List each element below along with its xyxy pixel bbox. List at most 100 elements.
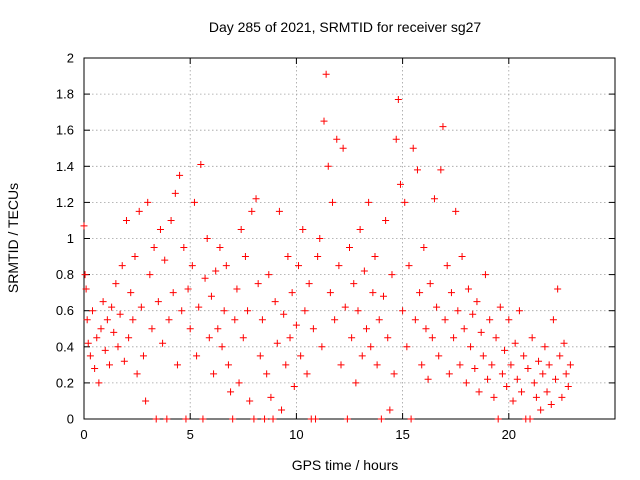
data-point (318, 343, 326, 351)
chart-title: Day 285 of 2021, SRMTID for receiver sg2… (209, 19, 482, 35)
data-point (241, 253, 249, 261)
data-point (452, 207, 460, 215)
data-point (481, 271, 489, 279)
data-point (526, 415, 534, 423)
y-tick-label: 1.4 (56, 159, 74, 174)
data-point (239, 334, 247, 342)
data-point (286, 334, 294, 342)
data-point (205, 334, 213, 342)
data-point (424, 375, 432, 383)
data-point (350, 280, 358, 288)
data-point (337, 361, 345, 369)
y-tick-label: 1.8 (56, 87, 74, 102)
x-axis-label: GPS time / hours (292, 457, 399, 473)
data-point (409, 144, 417, 152)
data-point (435, 352, 443, 360)
data-point (220, 307, 228, 315)
data-point (473, 298, 481, 306)
data-point (564, 383, 572, 391)
data-point (501, 346, 509, 354)
data-point (256, 352, 264, 360)
data-point (309, 325, 317, 333)
data-point (275, 207, 283, 215)
data-point (91, 364, 99, 372)
data-point (169, 289, 177, 297)
tick-labels: 0 5 10 15 20 0 0.2 0.4 0.6 0.8 1 1.2 1.4 1.6 1.8 2 (56, 51, 516, 443)
data-point (261, 415, 269, 423)
data-point (445, 370, 453, 378)
data-point (524, 364, 532, 372)
data-point (297, 352, 305, 360)
data-point (173, 361, 181, 369)
data-point (222, 262, 230, 270)
y-tick-label: 2 (67, 51, 74, 66)
data-point (216, 244, 224, 252)
data-point (171, 189, 179, 197)
data-point (560, 339, 568, 347)
data-point (407, 415, 415, 423)
data-point (475, 388, 483, 396)
data-point (83, 316, 91, 324)
data-point (95, 379, 103, 387)
y-tick-label: 0 (67, 412, 74, 427)
data-point (433, 303, 441, 311)
data-point (356, 225, 364, 233)
data-point (244, 307, 252, 315)
data-point (146, 271, 154, 279)
data-point (331, 316, 339, 324)
data-point (450, 334, 458, 342)
data-point (150, 244, 158, 252)
data-point (303, 370, 311, 378)
data-point (558, 393, 566, 401)
data-point (535, 357, 543, 365)
data-point (127, 289, 135, 297)
data-point (284, 253, 292, 261)
data-point (161, 256, 169, 264)
data-point (86, 352, 94, 360)
data-point (312, 415, 320, 423)
x-tick-label: 0 (80, 427, 87, 442)
data-point (212, 267, 220, 275)
data-point (326, 289, 334, 297)
data-point (362, 325, 370, 333)
data-point (413, 166, 421, 174)
data-point (295, 262, 303, 270)
data-point (84, 339, 92, 347)
data-point (515, 307, 523, 315)
data-point (530, 379, 538, 387)
data-point (439, 123, 447, 131)
data-point (184, 285, 192, 293)
data-point (129, 316, 137, 324)
grid (83, 57, 615, 420)
data-point (469, 310, 477, 318)
data-point (320, 117, 328, 125)
y-axis-label: SRMTID / TECUs (5, 183, 21, 293)
data-point (513, 375, 521, 383)
data-point (496, 303, 504, 311)
data-point (229, 415, 237, 423)
data-point (231, 316, 239, 324)
data-point (288, 289, 296, 297)
y-tick-label: 0.4 (56, 339, 74, 354)
data-point (93, 334, 101, 342)
data-point (488, 361, 496, 369)
data-point (271, 298, 279, 306)
data-point (122, 216, 130, 224)
data-point (341, 303, 349, 311)
data-point (477, 328, 485, 336)
x-tick-label: 10 (289, 427, 303, 442)
data-point (532, 393, 540, 401)
data-point (314, 253, 322, 261)
data-point (420, 244, 428, 252)
y-tick-label: 0.6 (56, 303, 74, 318)
data-point (80, 222, 88, 230)
data-point (437, 166, 445, 174)
data-point (486, 316, 494, 324)
data-point (278, 406, 286, 414)
data-point (267, 393, 275, 401)
data-points (80, 70, 574, 423)
data-point (384, 334, 392, 342)
data-point (333, 135, 341, 143)
data-point (539, 370, 547, 378)
